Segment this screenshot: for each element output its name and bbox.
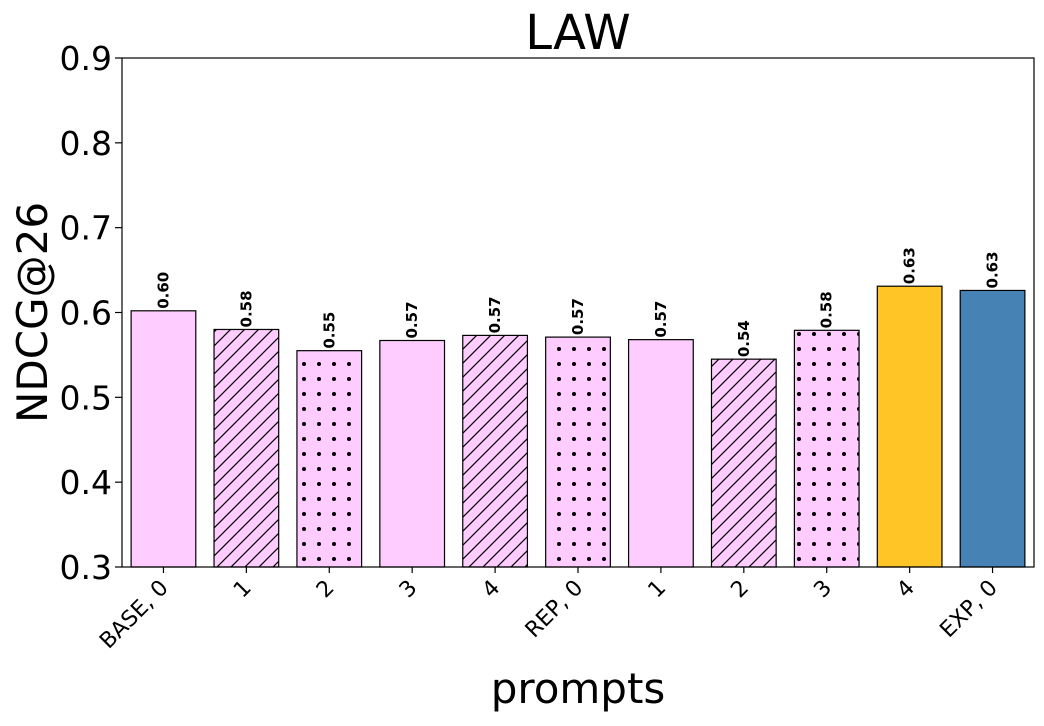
x-tick-label: EXP, 0 xyxy=(935,576,1002,643)
x-tick-label: 2 xyxy=(726,576,754,604)
y-tick-label: 0.4 xyxy=(60,463,112,502)
y-tick-label: 0.5 xyxy=(60,378,112,417)
data-label: 0.58 xyxy=(237,290,255,327)
x-tick-label: 1 xyxy=(229,576,257,604)
data-label: 0.58 xyxy=(818,291,836,328)
bar-hatch xyxy=(214,329,279,567)
data-label: 0.57 xyxy=(486,296,504,333)
data-label: 0.63 xyxy=(984,251,1002,288)
data-label: 0.63 xyxy=(901,247,919,284)
x-tick-label: 3 xyxy=(809,576,837,604)
y-tick-label: 0.6 xyxy=(60,294,112,333)
y-tick-label: 0.3 xyxy=(60,548,112,587)
y-tick-label: 0.8 xyxy=(60,124,112,163)
x-tick-label: 4 xyxy=(478,576,506,604)
bar xyxy=(379,340,445,567)
bar-hatch xyxy=(296,350,362,567)
x-tick-label: REP, 0 xyxy=(521,576,588,643)
data-label: 0.55 xyxy=(320,312,338,349)
y-tick-label: 0.7 xyxy=(60,209,112,248)
x-tick-label: 4 xyxy=(892,576,920,604)
x-tick-label: 2 xyxy=(312,576,340,604)
data-label: 0.57 xyxy=(652,301,670,338)
bar-hatch xyxy=(711,359,777,567)
data-label: 0.54 xyxy=(735,320,753,357)
bar-hatch xyxy=(545,337,611,567)
bar xyxy=(960,290,1025,567)
bar-hatch xyxy=(794,330,860,567)
x-tick-label: 3 xyxy=(395,576,423,604)
y-axis-label: NDCG@26 xyxy=(8,202,57,423)
bar xyxy=(131,310,196,567)
x-axis-label: prompts xyxy=(491,664,666,713)
bar xyxy=(877,286,942,567)
x-tick-label: BASE, 0 xyxy=(95,576,173,654)
data-label: 0.57 xyxy=(403,301,421,338)
y-tick-label: 0.9 xyxy=(60,39,112,78)
bar-hatch xyxy=(462,335,528,567)
bar xyxy=(628,339,694,567)
data-label: 0.60 xyxy=(154,272,172,309)
x-tick-label: 1 xyxy=(644,576,672,604)
data-label: 0.57 xyxy=(569,298,587,335)
chart-title: LAW xyxy=(525,5,631,61)
